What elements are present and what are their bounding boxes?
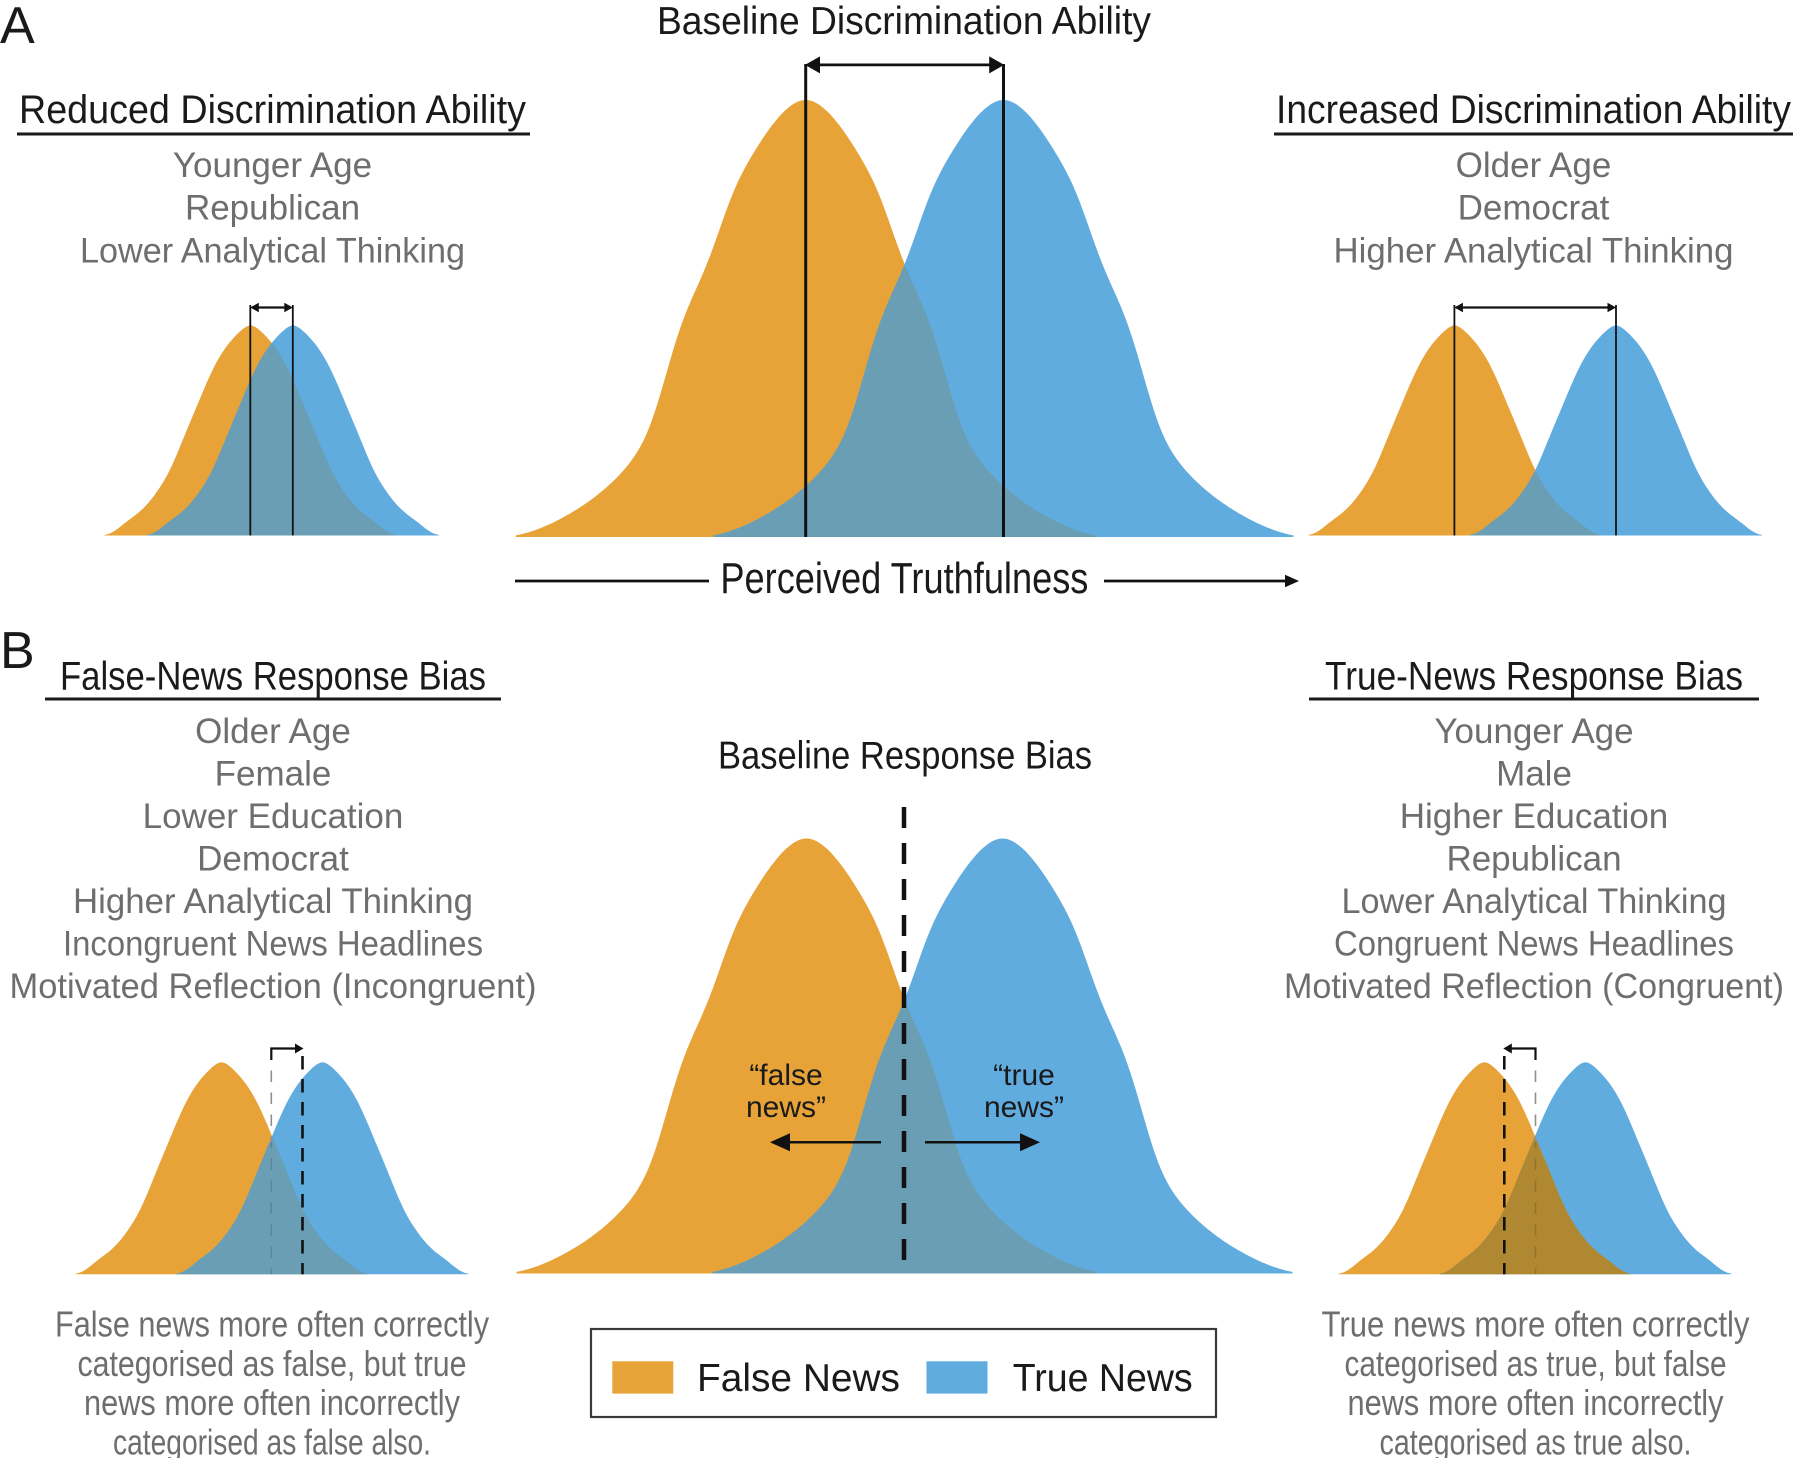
svg-text:news”: news” xyxy=(746,1091,826,1124)
svg-text:False-News Response Bias: False-News Response Bias xyxy=(60,655,486,699)
svg-text:categorised as false, but true: categorised as false, but true xyxy=(78,1343,467,1384)
svg-text:Male: Male xyxy=(1496,755,1572,794)
svg-text:Younger Age: Younger Age xyxy=(1434,712,1633,751)
svg-text:“true: “true xyxy=(993,1059,1055,1092)
svg-text:False news more often correctl: False news more often correctly xyxy=(55,1304,489,1345)
svg-text:Lower Education: Lower Education xyxy=(143,797,404,836)
svg-text:Reduced Discrimination Ability: Reduced Discrimination Ability xyxy=(19,88,526,132)
svg-text:“false: “false xyxy=(749,1059,822,1092)
svg-text:True-News Response Bias: True-News Response Bias xyxy=(1325,655,1743,699)
svg-text:Perceived Truthfulness: Perceived Truthfulness xyxy=(720,554,1088,603)
svg-text:True news more often correctly: True news more often correctly xyxy=(1322,1304,1750,1345)
svg-text:Baseline Discrimination Abilit: Baseline Discrimination Ability xyxy=(657,0,1151,43)
svg-text:Higher Analytical Thinking: Higher Analytical Thinking xyxy=(1334,231,1734,270)
svg-text:Incongruent News Headlines: Incongruent News Headlines xyxy=(63,925,483,964)
svg-text:news more often incorrectly: news more often incorrectly xyxy=(1348,1382,1724,1423)
svg-text:news”: news” xyxy=(984,1091,1064,1124)
svg-text:Republican: Republican xyxy=(185,189,360,228)
svg-text:B: B xyxy=(0,622,35,680)
svg-text:Lower Analytical Thinking: Lower Analytical Thinking xyxy=(80,231,465,270)
svg-text:A: A xyxy=(0,0,35,55)
svg-text:True News: True News xyxy=(1013,1357,1193,1400)
svg-text:Congruent News Headlines: Congruent News Headlines xyxy=(1334,925,1734,964)
svg-text:Motivated Reflection (Incongru: Motivated Reflection (Incongruent) xyxy=(10,967,537,1006)
svg-text:Baseline Response Bias: Baseline Response Bias xyxy=(718,735,1092,778)
svg-text:Motivated Reflection (Congruen: Motivated Reflection (Congruent) xyxy=(1284,967,1784,1006)
svg-text:False News: False News xyxy=(697,1357,900,1400)
svg-text:Older Age: Older Age xyxy=(195,712,351,751)
svg-text:categorised as true also.: categorised as true also. xyxy=(1380,1421,1692,1458)
svg-text:Democrat: Democrat xyxy=(1458,189,1610,228)
svg-text:Republican: Republican xyxy=(1446,840,1621,879)
svg-text:news more often incorrectly: news more often incorrectly xyxy=(84,1382,460,1423)
svg-text:Older Age: Older Age xyxy=(1456,146,1612,185)
svg-text:Increased Discrimination Abili: Increased Discrimination Ability xyxy=(1276,88,1791,132)
svg-text:Younger Age: Younger Age xyxy=(173,146,372,185)
svg-text:categorised as true, but false: categorised as true, but false xyxy=(1345,1343,1727,1384)
svg-text:categorised as false also.: categorised as false also. xyxy=(113,1421,431,1458)
svg-text:Female: Female xyxy=(215,755,332,794)
svg-text:Lower Analytical Thinking: Lower Analytical Thinking xyxy=(1342,882,1727,921)
svg-text:Higher Education: Higher Education xyxy=(1400,797,1669,836)
svg-text:Higher Analytical Thinking: Higher Analytical Thinking xyxy=(73,882,473,921)
svg-text:Democrat: Democrat xyxy=(197,840,349,879)
